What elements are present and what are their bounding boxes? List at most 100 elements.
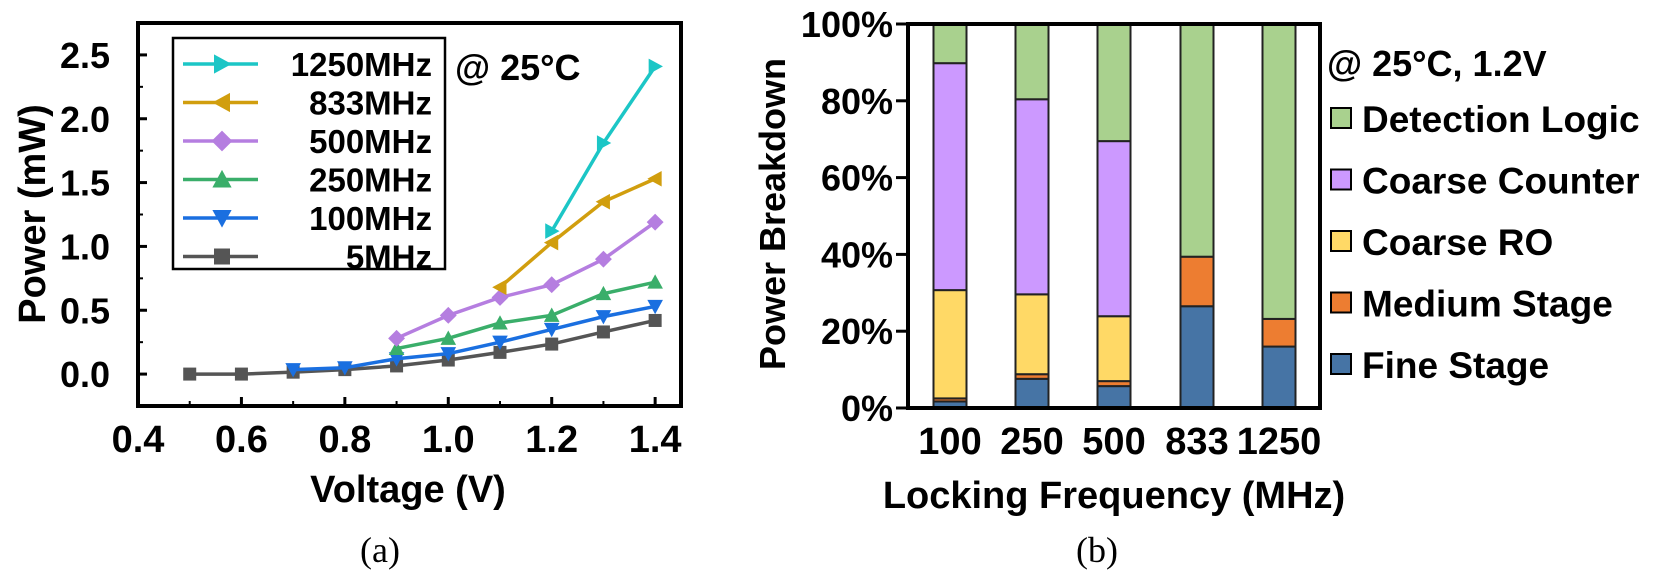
legend-label: 250MHz	[309, 162, 432, 199]
data-point	[648, 58, 663, 75]
data-point	[595, 310, 612, 325]
bar-segment-coarse-counter	[1014, 98, 1050, 296]
y-tick-label-a: 2.0	[60, 99, 110, 140]
legend-swatch	[1330, 107, 1352, 129]
legend-item-833mhz: 833MHz	[183, 85, 432, 122]
series-group-a	[183, 58, 664, 381]
data-point	[492, 335, 508, 350]
data-point	[492, 279, 507, 296]
y-tick-label-a: 1.0	[60, 226, 110, 267]
legend-swatch	[1330, 291, 1352, 314]
x-axis-title-b: Locking Frequency (MHz)	[883, 475, 1345, 517]
data-point	[493, 345, 507, 359]
series-line	[498, 177, 656, 289]
data-point	[440, 330, 457, 345]
legend-swatch	[1330, 168, 1352, 191]
legend-box-a	[171, 36, 447, 271]
legend-marker-triangle-left-icon	[212, 92, 230, 113]
bar-segment-fine-stage	[1096, 385, 1132, 409]
x-tick-label-b: 1250	[1237, 421, 1322, 463]
bar-segment-coarse-ro	[1096, 315, 1132, 383]
legend-item-100mhz: 100MHz	[183, 200, 432, 237]
legend-swatch	[1330, 353, 1352, 375]
data-point	[337, 361, 353, 376]
legend-label: Coarse RO	[1362, 222, 1553, 263]
x-tick-label-a: 0.8	[318, 419, 371, 461]
x-tick-label-a: 1.0	[422, 419, 475, 461]
x-tick-label-b: 833	[1165, 421, 1228, 463]
legend-label: 5MHz	[346, 239, 432, 276]
bar-segment-medium-stage	[1179, 255, 1215, 308]
data-point	[647, 274, 663, 289]
legend-label: 1250MHz	[291, 46, 432, 83]
bar-segment-detection-logic	[1261, 23, 1297, 320]
data-point	[545, 223, 560, 239]
series-100mhz	[285, 299, 663, 378]
legend-label: Detection Logic	[1362, 99, 1640, 140]
series-line	[189, 318, 656, 376]
legend-item-coarse-ro: Coarse RO	[1330, 222, 1553, 263]
legend-label: Coarse Counter	[1362, 161, 1640, 202]
bar-segment-coarse-ro	[1014, 293, 1050, 376]
panel-a-line-chart: 0.0 0.5 1.0 1.5 2.0 2.5 0.4 0.6 0.8 1.0 1.2 1.4 125…	[12, 21, 683, 570]
legend-label: 500MHz	[309, 123, 432, 160]
bar-segment-fine-stage	[1014, 377, 1050, 410]
bar-stack-1250	[1261, 23, 1297, 409]
data-point	[648, 313, 662, 327]
plot-frame-b	[906, 22, 1322, 410]
legend-item-fine-stage: Fine Stage	[1330, 345, 1549, 386]
data-point	[647, 299, 663, 315]
series-line	[550, 65, 657, 232]
legend-item-500mhz: 500MHz	[183, 123, 432, 160]
data-point	[596, 325, 610, 339]
panel-label-b: (b)	[1076, 530, 1118, 570]
bars-group-b	[932, 23, 1297, 410]
series-line	[395, 220, 657, 340]
y-tick-label-a: 2.5	[60, 35, 110, 76]
data-point	[183, 367, 197, 381]
series-833mhz	[492, 170, 662, 296]
legend-b: Detection Logic Coarse Counter Coarse RO Me…	[1330, 99, 1640, 386]
x-tick-label-b: 100	[918, 421, 981, 463]
series-line	[396, 280, 656, 351]
bar-segment-detection-logic	[1179, 23, 1215, 258]
x-tick-label-b: 250	[1000, 421, 1063, 463]
x-tick-label-b: 500	[1082, 421, 1145, 463]
bar-segment-detection-logic	[932, 23, 968, 65]
data-point	[595, 285, 612, 301]
x-axis-title-a: Voltage (V)	[310, 469, 506, 511]
legend-marker-diamond-icon	[211, 130, 233, 152]
y-tick-label-b: 40%	[821, 234, 893, 275]
annotation-conditions-b: @ 25°C, 1.2V	[1327, 43, 1547, 84]
legend-marker-square-icon	[214, 248, 230, 265]
y-tick-label-a: 0.0	[60, 354, 110, 395]
legend-item-1250mhz: 1250MHz	[183, 46, 432, 83]
y-tick-label-b: 0%	[841, 388, 893, 429]
bar-segment-coarse-counter	[1096, 140, 1132, 318]
y-tick-label-b: 20%	[821, 311, 893, 352]
legend-item-250mhz: 250MHz	[183, 162, 432, 199]
data-point	[234, 367, 248, 381]
panel-b-stacked-bar-chart: 0% 20% 40% 60% 80% 100% 100 250 500 833 1250 @ 25°…	[752, 4, 1640, 570]
annotation-temp-a: @ 25°C	[455, 47, 581, 88]
legend-label: Medium Stage	[1362, 284, 1613, 325]
y-tick-label-b: 60%	[821, 158, 893, 199]
bar-stack-250	[1014, 23, 1050, 410]
y-axis-title-a: Power (mW)	[12, 104, 54, 324]
x-tick-label-a: 0.6	[215, 419, 268, 461]
legend-marker-triangle-down-icon	[212, 210, 232, 228]
y-axis-title-b: Power Breakdown	[752, 58, 793, 370]
bar-segment-fine-stage	[1261, 345, 1297, 409]
data-point	[545, 337, 559, 351]
bar-stack-833	[1179, 23, 1215, 409]
legend-item-detection-logic: Detection Logic	[1330, 99, 1640, 140]
data-point	[596, 135, 612, 151]
data-point	[543, 234, 559, 251]
legend-item-coarse-counter: Coarse Counter	[1330, 161, 1640, 202]
y-tick-label-a: 1.5	[60, 163, 110, 204]
data-point	[388, 329, 406, 347]
data-point	[388, 352, 405, 367]
y-axis-ticks-a: 0.0 0.5 1.0 1.5 2.0 2.5 0.4 0.6 0.8 1.0 1.2 1.4	[60, 35, 682, 461]
